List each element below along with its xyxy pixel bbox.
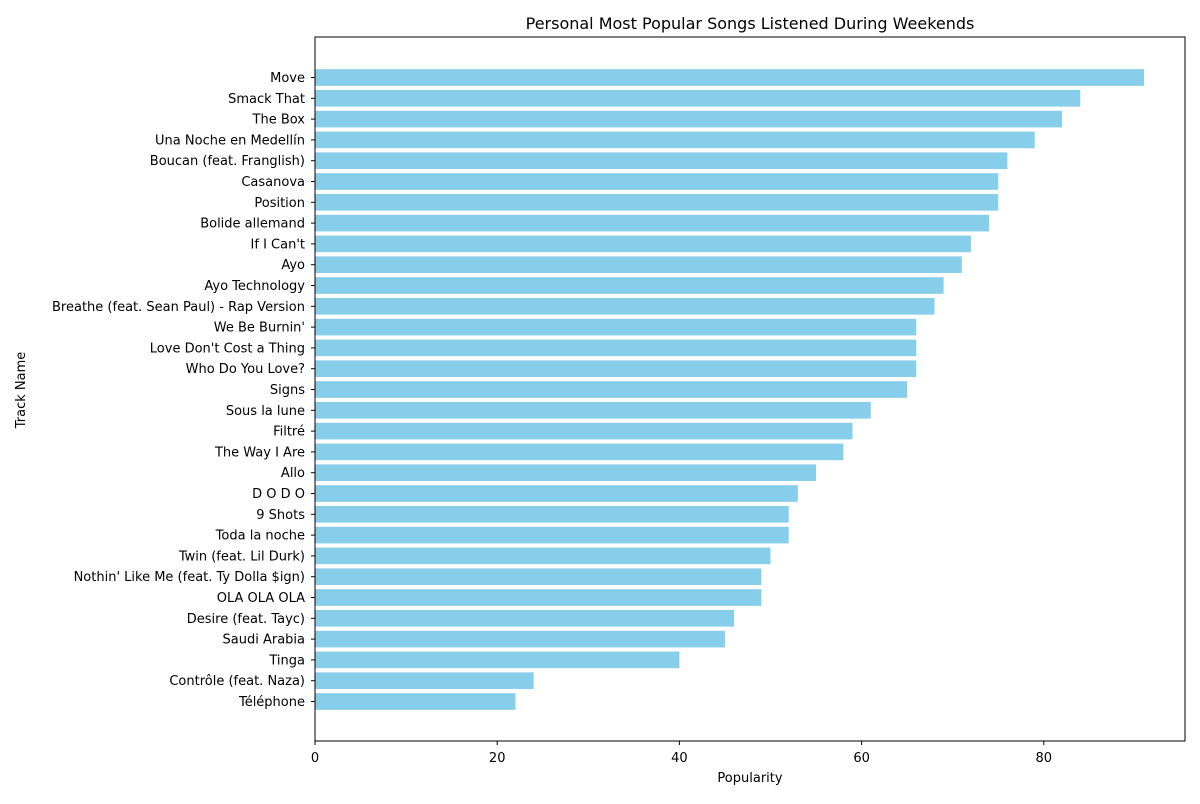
- y-tick-label: Tinga: [268, 653, 305, 668]
- bar: [315, 339, 917, 357]
- bar: [315, 131, 1035, 149]
- y-tick-label: Sous la lune: [226, 404, 305, 419]
- x-tick-label: 60: [853, 751, 870, 766]
- bar: [315, 526, 789, 544]
- bar: [315, 589, 762, 606]
- bar: [315, 360, 917, 378]
- y-tick-label: Bolide allemand: [200, 217, 305, 232]
- bar: [315, 89, 1081, 107]
- y-tick-label: Signs: [270, 383, 305, 398]
- bar: [315, 693, 516, 710]
- bar: [315, 214, 990, 232]
- plot-frame: [314, 36, 1186, 742]
- y-tick-label: Smack That: [228, 92, 305, 107]
- bar: [315, 651, 680, 669]
- bar: [315, 672, 534, 690]
- y-tick-label: If I Can't: [251, 237, 305, 252]
- y-tick-label: OLA OLA OLA: [217, 591, 305, 606]
- bar: [315, 401, 871, 419]
- y-tick-label: Ayo Technology: [204, 279, 305, 294]
- bar: [315, 547, 771, 565]
- y-tick-label: Una Noche en Medellín: [155, 133, 305, 148]
- x-tick-label: 20: [489, 751, 506, 766]
- y-tick-label: Téléphone: [238, 695, 305, 710]
- x-tick-label: 0: [311, 751, 319, 766]
- y-tick-label: Ayo: [281, 258, 305, 273]
- bar: [315, 505, 789, 523]
- bar: [315, 630, 725, 648]
- bar: [315, 381, 908, 398]
- bar-series: [315, 69, 1145, 710]
- bar: [315, 464, 817, 482]
- bar: [315, 297, 935, 315]
- y-tick-label: 9 Shots: [256, 508, 305, 523]
- y-tick-label: Nothin' Like Me (feat. Ty Dolla $ign): [74, 570, 305, 585]
- y-tick-label: We Be Burnin': [214, 321, 305, 336]
- y-tick-labels: Move Smack That The Box Una Noche en Medell…: [52, 71, 315, 710]
- bar: [315, 235, 971, 253]
- bar: [315, 152, 1008, 170]
- x-tick-label: 40: [671, 751, 688, 766]
- y-tick-label: Allo: [281, 466, 305, 481]
- x-axis-ticks: 0 20 40 60 80: [311, 741, 1052, 766]
- y-tick-label: Who Do You Love?: [186, 362, 305, 377]
- y-tick-label: The Box: [252, 113, 306, 128]
- bar: [315, 256, 962, 274]
- bar: [315, 568, 762, 586]
- y-tick-label: Breathe (feat. Sean Paul) - Rap Version: [52, 300, 305, 315]
- y-tick-label: Twin (feat. Lil Durk): [178, 549, 305, 564]
- bar: [315, 277, 944, 294]
- x-axis-label: Popularity: [717, 771, 782, 786]
- y-tick-label: Desire (feat. Tayc): [187, 612, 305, 627]
- y-tick-label: Move: [270, 71, 305, 86]
- bar: [315, 69, 1145, 86]
- y-tick-label: Filtré: [273, 425, 305, 440]
- bar: [315, 443, 844, 461]
- bar: [315, 193, 999, 211]
- y-tick-label: Position: [254, 196, 305, 211]
- bar: [315, 485, 798, 502]
- y-tick-label: Casanova: [241, 175, 305, 190]
- y-tick-label: Boucan (feat. Franglish): [150, 154, 305, 169]
- chart-title: Personal Most Popular Songs Listened Dur…: [526, 14, 975, 33]
- y-axis-label: Track Name: [14, 352, 29, 430]
- bar: [315, 422, 853, 440]
- y-tick-label: The Way I Are: [214, 445, 305, 460]
- y-tick-label: Toda la noche: [215, 529, 305, 544]
- bar: [315, 173, 999, 190]
- y-tick-label: Contrôle (feat. Naza): [169, 674, 305, 689]
- bar: [315, 318, 917, 336]
- bar: [315, 110, 1063, 128]
- y-tick-label: Saudi Arabia: [223, 633, 306, 648]
- x-tick-label: 80: [1036, 751, 1053, 766]
- y-tick-label: Love Don't Cost a Thing: [150, 341, 305, 356]
- y-tick-label: D O D O: [252, 487, 305, 502]
- bar: [315, 609, 735, 627]
